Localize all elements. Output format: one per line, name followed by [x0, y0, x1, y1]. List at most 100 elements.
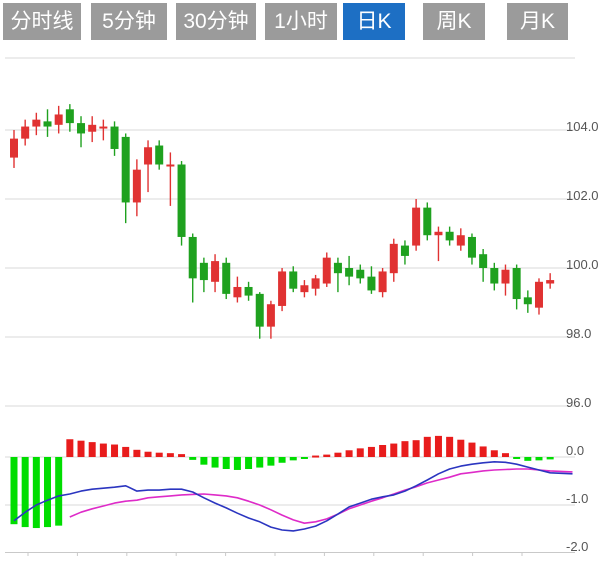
candle-body	[32, 119, 41, 127]
macd-histogram-bar-positive	[88, 442, 96, 457]
macd-histogram-bar-negative	[21, 457, 29, 528]
macd-histogram-bar-positive	[312, 455, 320, 458]
macd-histogram-bar-positive	[479, 446, 487, 457]
candle-body	[21, 126, 30, 139]
candle-body	[412, 207, 421, 246]
candle-body	[367, 276, 376, 291]
candle-body	[43, 121, 52, 127]
macd-histogram-bar-positive	[501, 453, 509, 457]
dif-line	[13, 460, 573, 532]
candle-body	[110, 126, 119, 149]
macd-histogram-bar-negative	[189, 457, 197, 460]
tab-5min[interactable]: 5分钟	[91, 3, 167, 40]
candle-body	[378, 271, 387, 293]
macd-histogram-bar-positive	[379, 445, 387, 457]
macd-histogram-bar-negative	[300, 457, 308, 459]
candle-body	[199, 262, 208, 281]
candle-body	[445, 231, 454, 241]
candle-body	[322, 257, 331, 284]
macd-histogram-bar-negative	[211, 457, 219, 468]
tab-bar: 分时线 5分钟 30分钟 1小时 日K 周K 月K	[3, 3, 568, 40]
macd-histogram-bar-positive	[446, 436, 454, 457]
macd-histogram-bar-positive	[66, 439, 74, 457]
candle-body	[144, 147, 153, 165]
candle-body	[356, 269, 365, 279]
macd-histogram-bar-negative	[289, 457, 297, 461]
candle-body	[88, 124, 97, 132]
price-axis-label: 104.0	[566, 119, 599, 134]
macd-histogram-bar-negative	[222, 457, 230, 469]
macd-histogram-bar-positive	[401, 441, 409, 457]
macd-histogram-bar-positive	[468, 442, 476, 457]
macd-histogram-bar-positive	[367, 446, 375, 457]
price-axis-label: 98.0	[566, 326, 591, 341]
candle-body	[155, 145, 164, 165]
candle-body	[188, 236, 197, 279]
macd-histogram-bar-negative	[524, 457, 532, 461]
candle-body	[211, 261, 220, 282]
macd-axis-label: -2.0	[566, 539, 588, 554]
macd-histogram-bar-positive	[111, 444, 119, 457]
macd-histogram-bar-negative	[546, 457, 554, 460]
macd-histogram-bar-negative	[245, 457, 253, 469]
macd-histogram-bar-positive	[390, 443, 398, 457]
tab-1hour[interactable]: 1小时	[265, 3, 337, 40]
price-axis-label: 100.0	[566, 257, 599, 272]
macd-histogram-bar-positive	[99, 443, 107, 457]
candle-body	[266, 304, 275, 327]
candle-body	[233, 286, 242, 298]
candle-body	[534, 281, 543, 308]
candle-body	[311, 278, 320, 289]
candle-body	[222, 262, 231, 294]
candle-body	[501, 269, 510, 284]
macd-histogram-bar-positive	[334, 452, 342, 457]
macd-histogram-bar-positive	[155, 452, 163, 457]
macd-histogram-bar-positive	[144, 451, 152, 457]
macd-histogram-bar-positive	[166, 453, 174, 457]
dea-line	[69, 468, 573, 525]
candle-body	[490, 268, 499, 284]
macd-axis-label: -1.0	[566, 491, 588, 506]
candle-body	[389, 243, 398, 274]
candle-body	[278, 271, 287, 306]
macd-histogram-bar-negative	[44, 457, 52, 528]
candle-body	[479, 254, 488, 268]
macd-histogram-bar-positive	[356, 448, 364, 457]
macd-histogram-bar-positive	[122, 446, 130, 457]
candle-body	[333, 262, 342, 274]
candle-body	[166, 164, 175, 167]
macd-histogram-bar-positive	[457, 439, 465, 457]
candle-body	[10, 138, 18, 158]
candle-body	[177, 164, 186, 237]
macd-histogram-bar-negative	[267, 457, 275, 466]
tab-30min[interactable]: 30分钟	[176, 3, 256, 40]
candle-body	[467, 236, 476, 258]
candle-body	[423, 207, 432, 236]
macd-histogram-bar-positive	[178, 454, 186, 457]
macd-histogram-bar-positive	[412, 440, 420, 457]
tab-monthly-k[interactable]: 月K	[507, 3, 568, 40]
candle-body	[523, 297, 532, 305]
macd-histogram-bar-negative	[535, 457, 543, 461]
macd-histogram-bar-negative	[233, 457, 241, 470]
candle-body	[300, 285, 309, 293]
tab-weekly-k[interactable]: 周K	[423, 3, 485, 40]
macd-histogram-bar-negative	[200, 457, 208, 465]
candle-body	[132, 169, 141, 203]
candle-body	[512, 268, 521, 300]
macd-histogram-bar-negative	[513, 457, 521, 459]
tab-timeline[interactable]: 分时线	[3, 3, 81, 40]
macd-histogram-bar-positive	[423, 436, 431, 457]
macd-histogram-bar-positive	[434, 435, 442, 457]
candle-body	[255, 293, 264, 327]
macd-histogram-bar-positive	[345, 450, 353, 457]
price-axis-label: 96.0	[566, 395, 591, 410]
tab-daily-k[interactable]: 日K	[343, 3, 405, 40]
candle-body	[54, 114, 63, 125]
macd-histogram-bar-positive	[77, 440, 85, 457]
macd-histogram-bar-negative	[32, 457, 40, 529]
macd-axis-label: 0.0	[566, 443, 584, 458]
macd-histogram-bar-positive	[323, 454, 331, 457]
